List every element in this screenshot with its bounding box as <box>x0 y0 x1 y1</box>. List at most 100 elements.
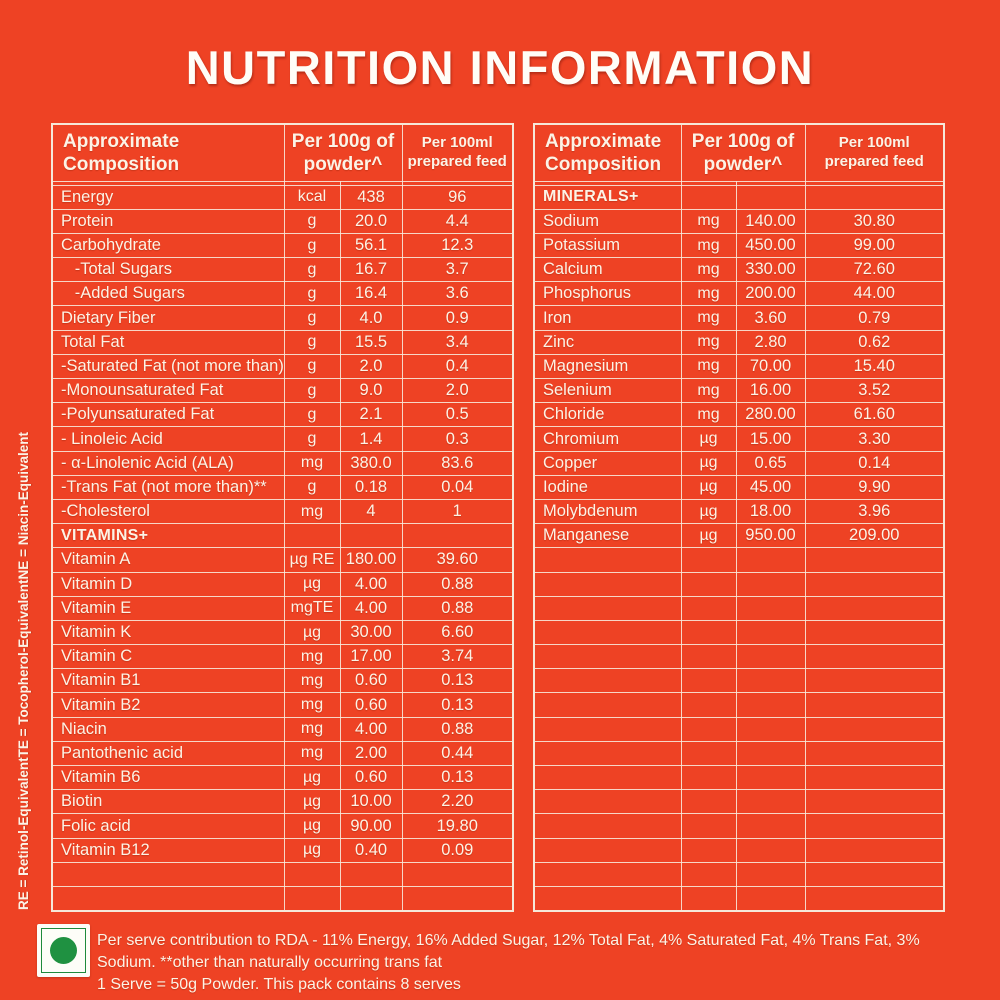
nutrient-name-cell <box>533 740 682 767</box>
page-title: NUTRITION INFORMATION <box>185 41 815 94</box>
per-100g-value-cell <box>735 765 806 791</box>
nutrient-name-cell: - α-Linolenic Acid (ALA) <box>51 450 285 476</box>
per-100ml-value-cell: 3.96 <box>804 498 945 525</box>
nutrient-row: Calcium mg 330.00 72.60 <box>533 257 945 283</box>
empty-row <box>51 861 514 887</box>
per-100g-value-cell: 438 <box>339 184 403 210</box>
nutrient-name-cell: Vitamin E <box>51 595 285 621</box>
nutrient-name-cell: Phosphorus <box>533 281 682 307</box>
unit-cell: mg <box>680 232 737 259</box>
unit-cell: µg <box>283 813 341 839</box>
per-100ml-value-cell: 61.60 <box>804 402 945 428</box>
unit-cell <box>680 716 737 742</box>
per-100ml-value-cell <box>804 184 945 210</box>
per-100g-value-cell: 9.0 <box>339 378 403 404</box>
nutrient-row: -Cholesterol mg 4 1 <box>51 498 514 525</box>
nutrient-name-cell: Molybdenum <box>533 498 682 525</box>
unit-cell: mg <box>680 378 737 404</box>
per-100ml-value-cell: 9.90 <box>804 474 945 500</box>
nutrient-row: -Saturated Fat (not more than) g 2.0 0.4 <box>51 353 514 380</box>
nutrient-name-cell <box>533 547 682 573</box>
unit-cell: mgTE <box>283 595 341 621</box>
column-header-per-100ml: Per 100ml prepared feed <box>804 123 945 182</box>
per-100g-value-cell: 17.00 <box>339 644 403 670</box>
nutrient-row: -Monounsaturated Fat g 9.0 2.0 <box>51 378 514 404</box>
per-100g-value-cell: 2.00 <box>339 740 403 767</box>
nutrient-name-cell: Pantothenic acid <box>51 740 285 767</box>
nutrient-name-cell: Chromium <box>533 426 682 452</box>
per-100g-value-cell <box>735 716 806 742</box>
per-100g-value-cell: 3.60 <box>735 305 806 331</box>
nutrient-name-cell <box>533 716 682 742</box>
per-100g-value-cell <box>735 861 806 887</box>
unit-cell <box>680 740 737 767</box>
nutrient-name-cell <box>533 644 682 670</box>
nutrient-name-cell: -Added Sugars <box>51 281 285 307</box>
nutrient-name-cell: Calcium <box>533 257 682 283</box>
per-100ml-value-cell: 3.74 <box>401 644 514 670</box>
per-100g-value-cell: 18.00 <box>735 498 806 525</box>
per-100ml-value-cell: 0.13 <box>401 765 514 791</box>
per-100ml-value-cell: 0.3 <box>401 426 514 452</box>
per-100g-value-cell <box>339 523 403 549</box>
unit-cell <box>680 595 737 621</box>
empty-row <box>533 571 945 597</box>
unit-cell <box>283 523 341 549</box>
unit-cell: g <box>283 474 341 500</box>
nutrient-name-cell: -Polyunsaturated Fat <box>51 402 285 428</box>
per-100ml-value-cell: 0.9 <box>401 305 514 331</box>
unit-cell <box>680 644 737 670</box>
nutrient-name-cell <box>51 861 285 887</box>
nutrient-row: Copper µg 0.65 0.14 <box>533 450 945 476</box>
per-100g-value-cell <box>735 692 806 718</box>
per-100g-value-cell: 380.0 <box>339 450 403 476</box>
unit-cell: mg <box>680 305 737 331</box>
unit-cell: g <box>283 232 341 259</box>
unit-cell: g <box>283 402 341 428</box>
unit-cell <box>680 861 737 887</box>
per-100g-value-cell <box>735 571 806 597</box>
unit-cell: mg <box>283 716 341 742</box>
unit-cell: µg <box>680 426 737 452</box>
abbreviation-note: RE = Retinol-Equivalent TE = Tocopherol-… <box>16 432 31 910</box>
per-100ml-value-cell: 96 <box>401 184 514 210</box>
unit-cell: mg <box>283 644 341 670</box>
per-100g-value-cell <box>735 885 806 912</box>
per-100g-value-cell: 90.00 <box>339 813 403 839</box>
empty-row <box>533 765 945 791</box>
section-label-cell: VITAMINS+ <box>51 523 285 549</box>
nutrient-name-cell <box>533 571 682 597</box>
nutrient-name-cell: Niacin <box>51 716 285 742</box>
per-100g-value-cell: 30.00 <box>339 619 403 646</box>
per-100ml-value-cell <box>804 813 945 839</box>
empty-row <box>51 885 514 912</box>
nutrient-row: - α-Linolenic Acid (ALA) mg 380.0 83.6 <box>51 450 514 476</box>
nutrient-name-cell: Vitamin B1 <box>51 668 285 694</box>
per-100ml-value-cell: 3.6 <box>401 281 514 307</box>
nutrient-row: -Polyunsaturated Fat g 2.1 0.5 <box>51 402 514 428</box>
vegetarian-mark-icon <box>37 924 90 977</box>
nutrient-row: Zinc mg 2.80 0.62 <box>533 329 945 355</box>
empty-row <box>533 740 945 767</box>
nutrition-table-left: Approximate Composition Per 100g of powd… <box>51 123 514 912</box>
unit-cell: g <box>283 281 341 307</box>
nutrient-row: Sodium mg 140.00 30.80 <box>533 208 945 234</box>
per-100g-value-cell: 140.00 <box>735 208 806 234</box>
per-100ml-value-cell: 0.09 <box>401 837 514 863</box>
per-100ml-value-cell: 30.80 <box>804 208 945 234</box>
footnote: Per serve contribution to RDA - 11% Ener… <box>97 930 977 996</box>
nutrition-table-right: Approximate Composition Per 100g of powd… <box>533 123 945 912</box>
nutrient-name-cell: Vitamin B6 <box>51 765 285 791</box>
unit-cell: mg <box>283 668 341 694</box>
unit-cell: mg <box>680 353 737 380</box>
unit-cell <box>680 813 737 839</box>
section-row: MINERALS+ <box>533 184 945 210</box>
nutrient-name-cell: -Cholesterol <box>51 498 285 525</box>
nutrient-name-cell: Selenium <box>533 378 682 404</box>
per-100ml-value-cell: 0.44 <box>401 740 514 767</box>
per-100g-value-cell: 4.00 <box>339 595 403 621</box>
per-100g-value-cell: 2.80 <box>735 329 806 355</box>
empty-row <box>533 595 945 621</box>
